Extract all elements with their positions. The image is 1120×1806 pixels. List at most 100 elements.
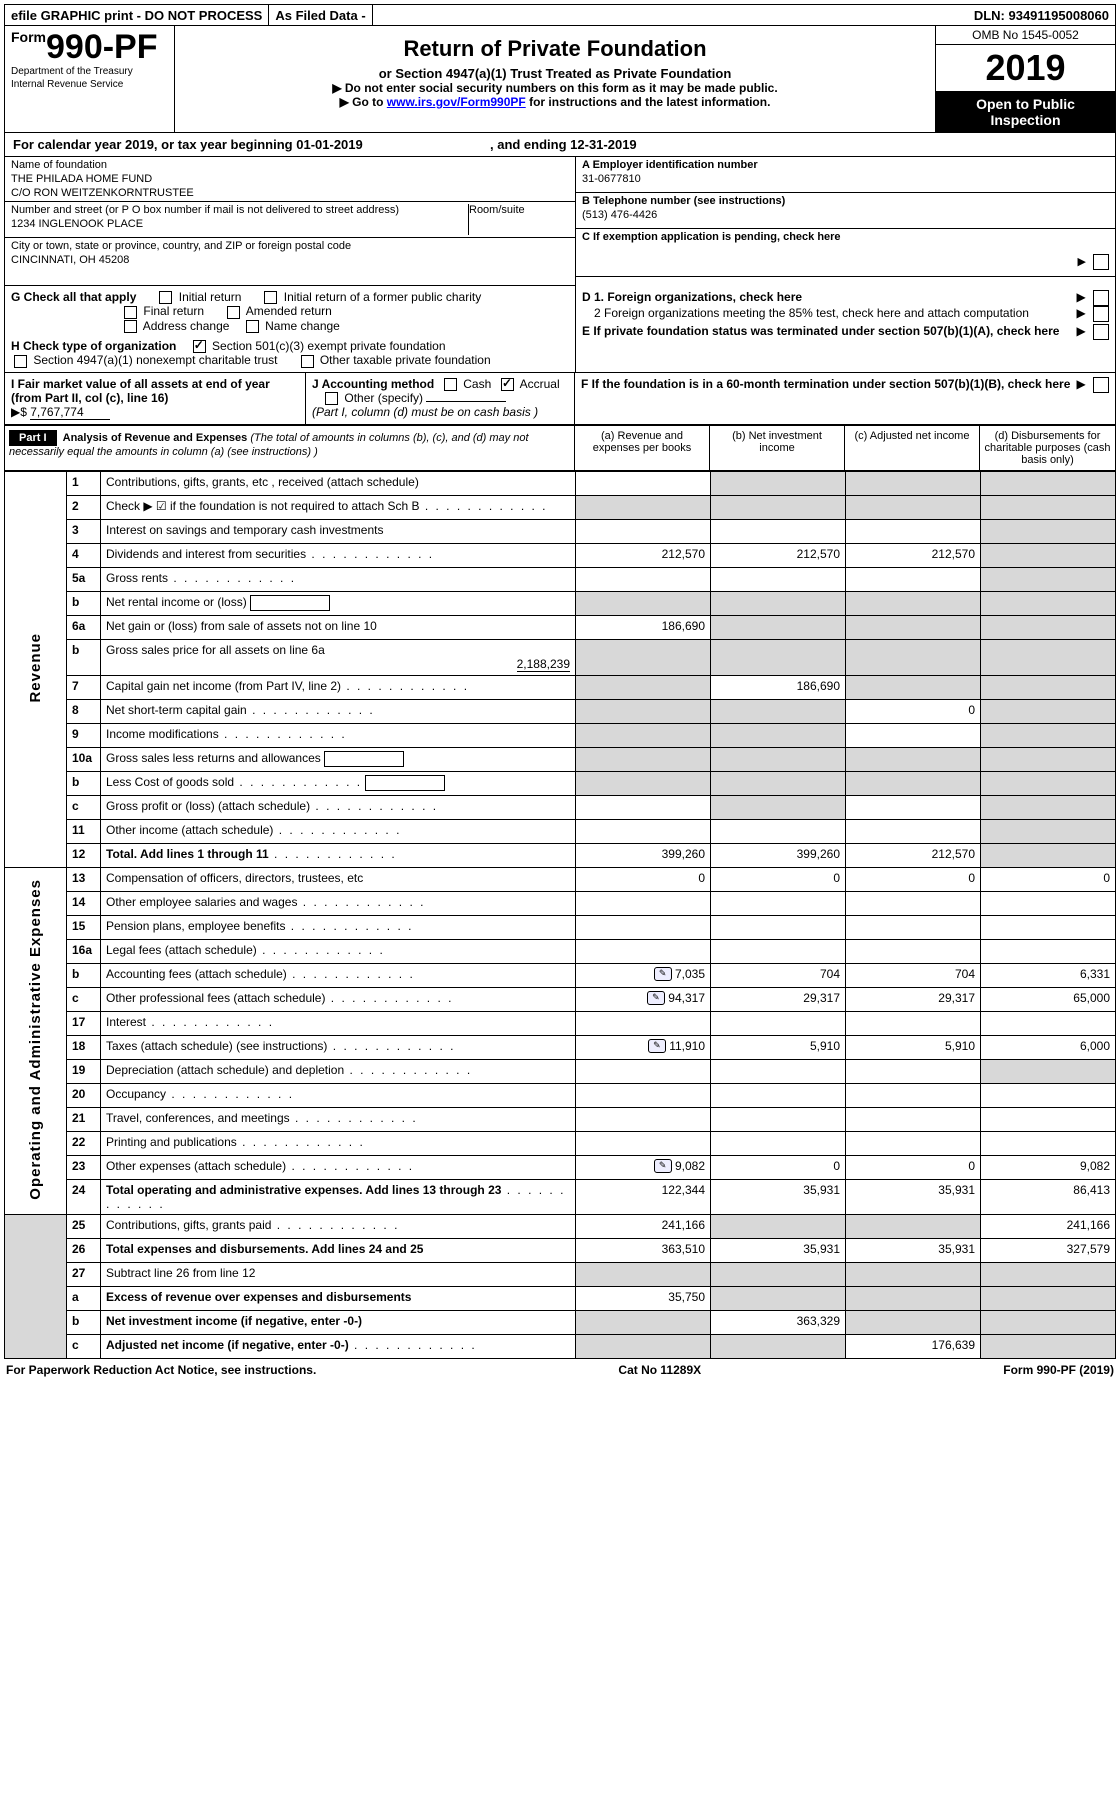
table-row: cAdjusted net income (if negative, enter… <box>5 1334 1116 1358</box>
instructions-link[interactable]: www.irs.gov/Form990PF <box>387 95 526 109</box>
tax-year: 2019 <box>936 45 1115 92</box>
table-row: 4Dividends and interest from securities … <box>5 543 1116 567</box>
part1-table: Revenue 1Contributions, gifts, grants, e… <box>4 471 1116 1359</box>
part1-badge: Part I <box>9 430 57 446</box>
table-row: 25Contributions, gifts, grants paid 241,… <box>5 1214 1116 1238</box>
open-to-public: Open to Public Inspection <box>936 92 1115 132</box>
d1-label: D 1. Foreign organizations, check here <box>582 290 802 304</box>
h-label: H Check type of organization <box>11 339 176 353</box>
revenue-label: Revenue <box>27 633 44 703</box>
table-row: 7Capital gain net income (from Part IV, … <box>5 675 1116 699</box>
phone-value: (513) 476-4426 <box>582 209 1109 221</box>
street-address: 1234 INGLENOOK PLACE <box>11 218 468 230</box>
e-checkbox[interactable] <box>1093 324 1109 340</box>
table-row: 16aLegal fees (attach schedule) <box>5 939 1116 963</box>
attachment-icon[interactable]: ✎ <box>654 967 672 981</box>
table-row: 27Subtract line 26 from line 12 <box>5 1262 1116 1286</box>
table-row: 15Pension plans, employee benefits <box>5 915 1116 939</box>
501c3-checkbox[interactable] <box>193 340 206 353</box>
table-row: bAccounting fees (attach schedule) ✎ 7,0… <box>5 963 1116 987</box>
part1-title: Analysis of Revenue and Expenses <box>63 432 248 444</box>
table-row: 10aGross sales less returns and allowanc… <box>5 747 1116 771</box>
exemption-pending-label: C If exemption application is pending, c… <box>582 231 841 243</box>
e-label: E If private foundation status was termi… <box>582 324 1059 338</box>
part1-header: Part I Analysis of Revenue and Expenses … <box>4 425 1116 471</box>
f-label: F If the foundation is in a 60-month ter… <box>581 377 1070 391</box>
amended-return-checkbox[interactable] <box>227 306 240 319</box>
form-subtitle: or Section 4947(a)(1) Trust Treated as P… <box>181 66 929 81</box>
col-c-header: (c) Adjusted net income <box>845 426 980 470</box>
dln: DLN: 93491195008060 <box>968 5 1115 25</box>
name-label: Name of foundation <box>11 159 569 171</box>
g-label: G Check all that apply <box>11 290 136 304</box>
table-row: 6aNet gain or (loss) from sale of assets… <box>5 615 1116 639</box>
efile-notice: efile GRAPHIC print - DO NOT PROCESS <box>5 5 269 25</box>
top-bar: efile GRAPHIC print - DO NOT PROCESS As … <box>4 4 1116 26</box>
form-header: Form990-PF Department of the Treasury In… <box>4 26 1116 133</box>
table-row: bNet rental income or (loss) <box>5 591 1116 615</box>
col-a-header: (a) Revenue and expenses per books <box>575 426 710 470</box>
table-row: bGross sales price for all assets on lin… <box>5 639 1116 675</box>
table-row: cOther professional fees (attach schedul… <box>5 987 1116 1011</box>
table-row: 23Other expenses (attach schedule) ✎ 9,0… <box>5 1155 1116 1179</box>
table-row: 22Printing and publications <box>5 1131 1116 1155</box>
d1-checkbox[interactable] <box>1093 290 1109 306</box>
goto-pre: ▶ Go to <box>340 95 387 109</box>
name-change-checkbox[interactable] <box>246 320 259 333</box>
ssn-notice: ▶ Do not enter social security numbers o… <box>181 81 929 95</box>
d2-label: 2 Foreign organizations meeting the 85% … <box>594 306 1029 320</box>
attachment-icon[interactable]: ✎ <box>648 1039 666 1053</box>
form-title: Return of Private Foundation <box>181 36 929 62</box>
table-row: 21Travel, conferences, and meetings <box>5 1107 1116 1131</box>
identification-block: Name of foundation THE PHILADA HOME FUND… <box>4 157 1116 286</box>
ein-value: 31-0677810 <box>582 173 1109 185</box>
j-note: (Part I, column (d) must be on cash basi… <box>312 405 538 419</box>
4947a1-checkbox[interactable] <box>14 355 27 368</box>
exemption-checkbox[interactable] <box>1093 254 1109 270</box>
omb-number: OMB No 1545-0052 <box>936 26 1115 45</box>
form-number: 990-PF <box>46 28 158 66</box>
attachment-icon[interactable]: ✎ <box>654 1159 672 1173</box>
final-return-checkbox[interactable] <box>124 306 137 319</box>
table-row: bLess Cost of goods sold <box>5 771 1116 795</box>
table-row: 12Total. Add lines 1 through 11 399,2603… <box>5 843 1116 867</box>
footer-right: Form 990-PF (2019) <box>1003 1363 1114 1377</box>
form-prefix: Form <box>11 29 46 45</box>
table-row: 26Total expenses and disbursements. Add … <box>5 1238 1116 1262</box>
table-row: 24Total operating and administrative exp… <box>5 1179 1116 1214</box>
f-checkbox[interactable] <box>1093 377 1109 393</box>
footer-left: For Paperwork Reduction Act Notice, see … <box>6 1363 316 1377</box>
city-state-zip: CINCINNATI, OH 45208 <box>11 254 569 266</box>
table-row: Operating and Administrative Expenses 13… <box>5 867 1116 891</box>
table-row: 3Interest on savings and temporary cash … <box>5 519 1116 543</box>
d2-checkbox[interactable] <box>1093 306 1109 322</box>
expenses-label: Operating and Administrative Expenses <box>27 879 44 1200</box>
accrual-checkbox[interactable] <box>501 378 514 391</box>
foundation-name-1: THE PHILADA HOME FUND <box>11 173 569 185</box>
other-taxable-checkbox[interactable] <box>301 355 314 368</box>
footer-mid: Cat No 11289X <box>618 1363 701 1377</box>
other-method-checkbox[interactable] <box>325 392 338 405</box>
attachment-icon[interactable]: ✎ <box>647 991 665 1005</box>
i-label: I Fair market value of all assets at end… <box>11 377 270 405</box>
address-change-checkbox[interactable] <box>124 320 137 333</box>
fmv-value: 7,767,774 <box>30 405 110 420</box>
initial-former-checkbox[interactable] <box>264 291 277 304</box>
dept-treasury: Department of the Treasury <box>11 66 168 77</box>
table-row: 14Other employee salaries and wages <box>5 891 1116 915</box>
table-row: Revenue 1Contributions, gifts, grants, e… <box>5 471 1116 495</box>
table-row: 5aGross rents <box>5 567 1116 591</box>
table-row: 11Other income (attach schedule) <box>5 819 1116 843</box>
cash-checkbox[interactable] <box>444 378 457 391</box>
table-row: bNet investment income (if negative, ent… <box>5 1310 1116 1334</box>
initial-return-checkbox[interactable] <box>159 291 172 304</box>
dept-irs: Internal Revenue Service <box>11 79 168 90</box>
table-row: cGross profit or (loss) (attach schedule… <box>5 795 1116 819</box>
calendar-year-row: For calendar year 2019, or tax year begi… <box>4 133 1116 157</box>
col-d-header: (d) Disbursements for charitable purpose… <box>980 426 1115 470</box>
table-row: 20Occupancy <box>5 1083 1116 1107</box>
j-label: J Accounting method <box>312 377 434 391</box>
room-label: Room/suite <box>469 204 569 216</box>
table-row: 18Taxes (attach schedule) (see instructi… <box>5 1035 1116 1059</box>
page-footer: For Paperwork Reduction Act Notice, see … <box>4 1359 1116 1381</box>
